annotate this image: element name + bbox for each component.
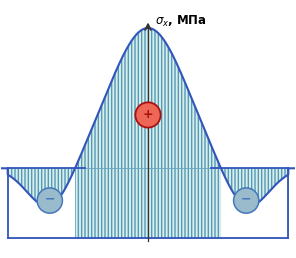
- Circle shape: [135, 102, 161, 128]
- Text: −: −: [241, 193, 252, 206]
- Text: +: +: [143, 108, 153, 122]
- Bar: [8, 168, 288, 238]
- Bar: [8, 168, 288, 238]
- Text: −: −: [44, 193, 55, 206]
- Text: $\sigma_x$, МПа: $\sigma_x$, МПа: [155, 13, 207, 29]
- Circle shape: [37, 188, 62, 213]
- Circle shape: [234, 188, 259, 213]
